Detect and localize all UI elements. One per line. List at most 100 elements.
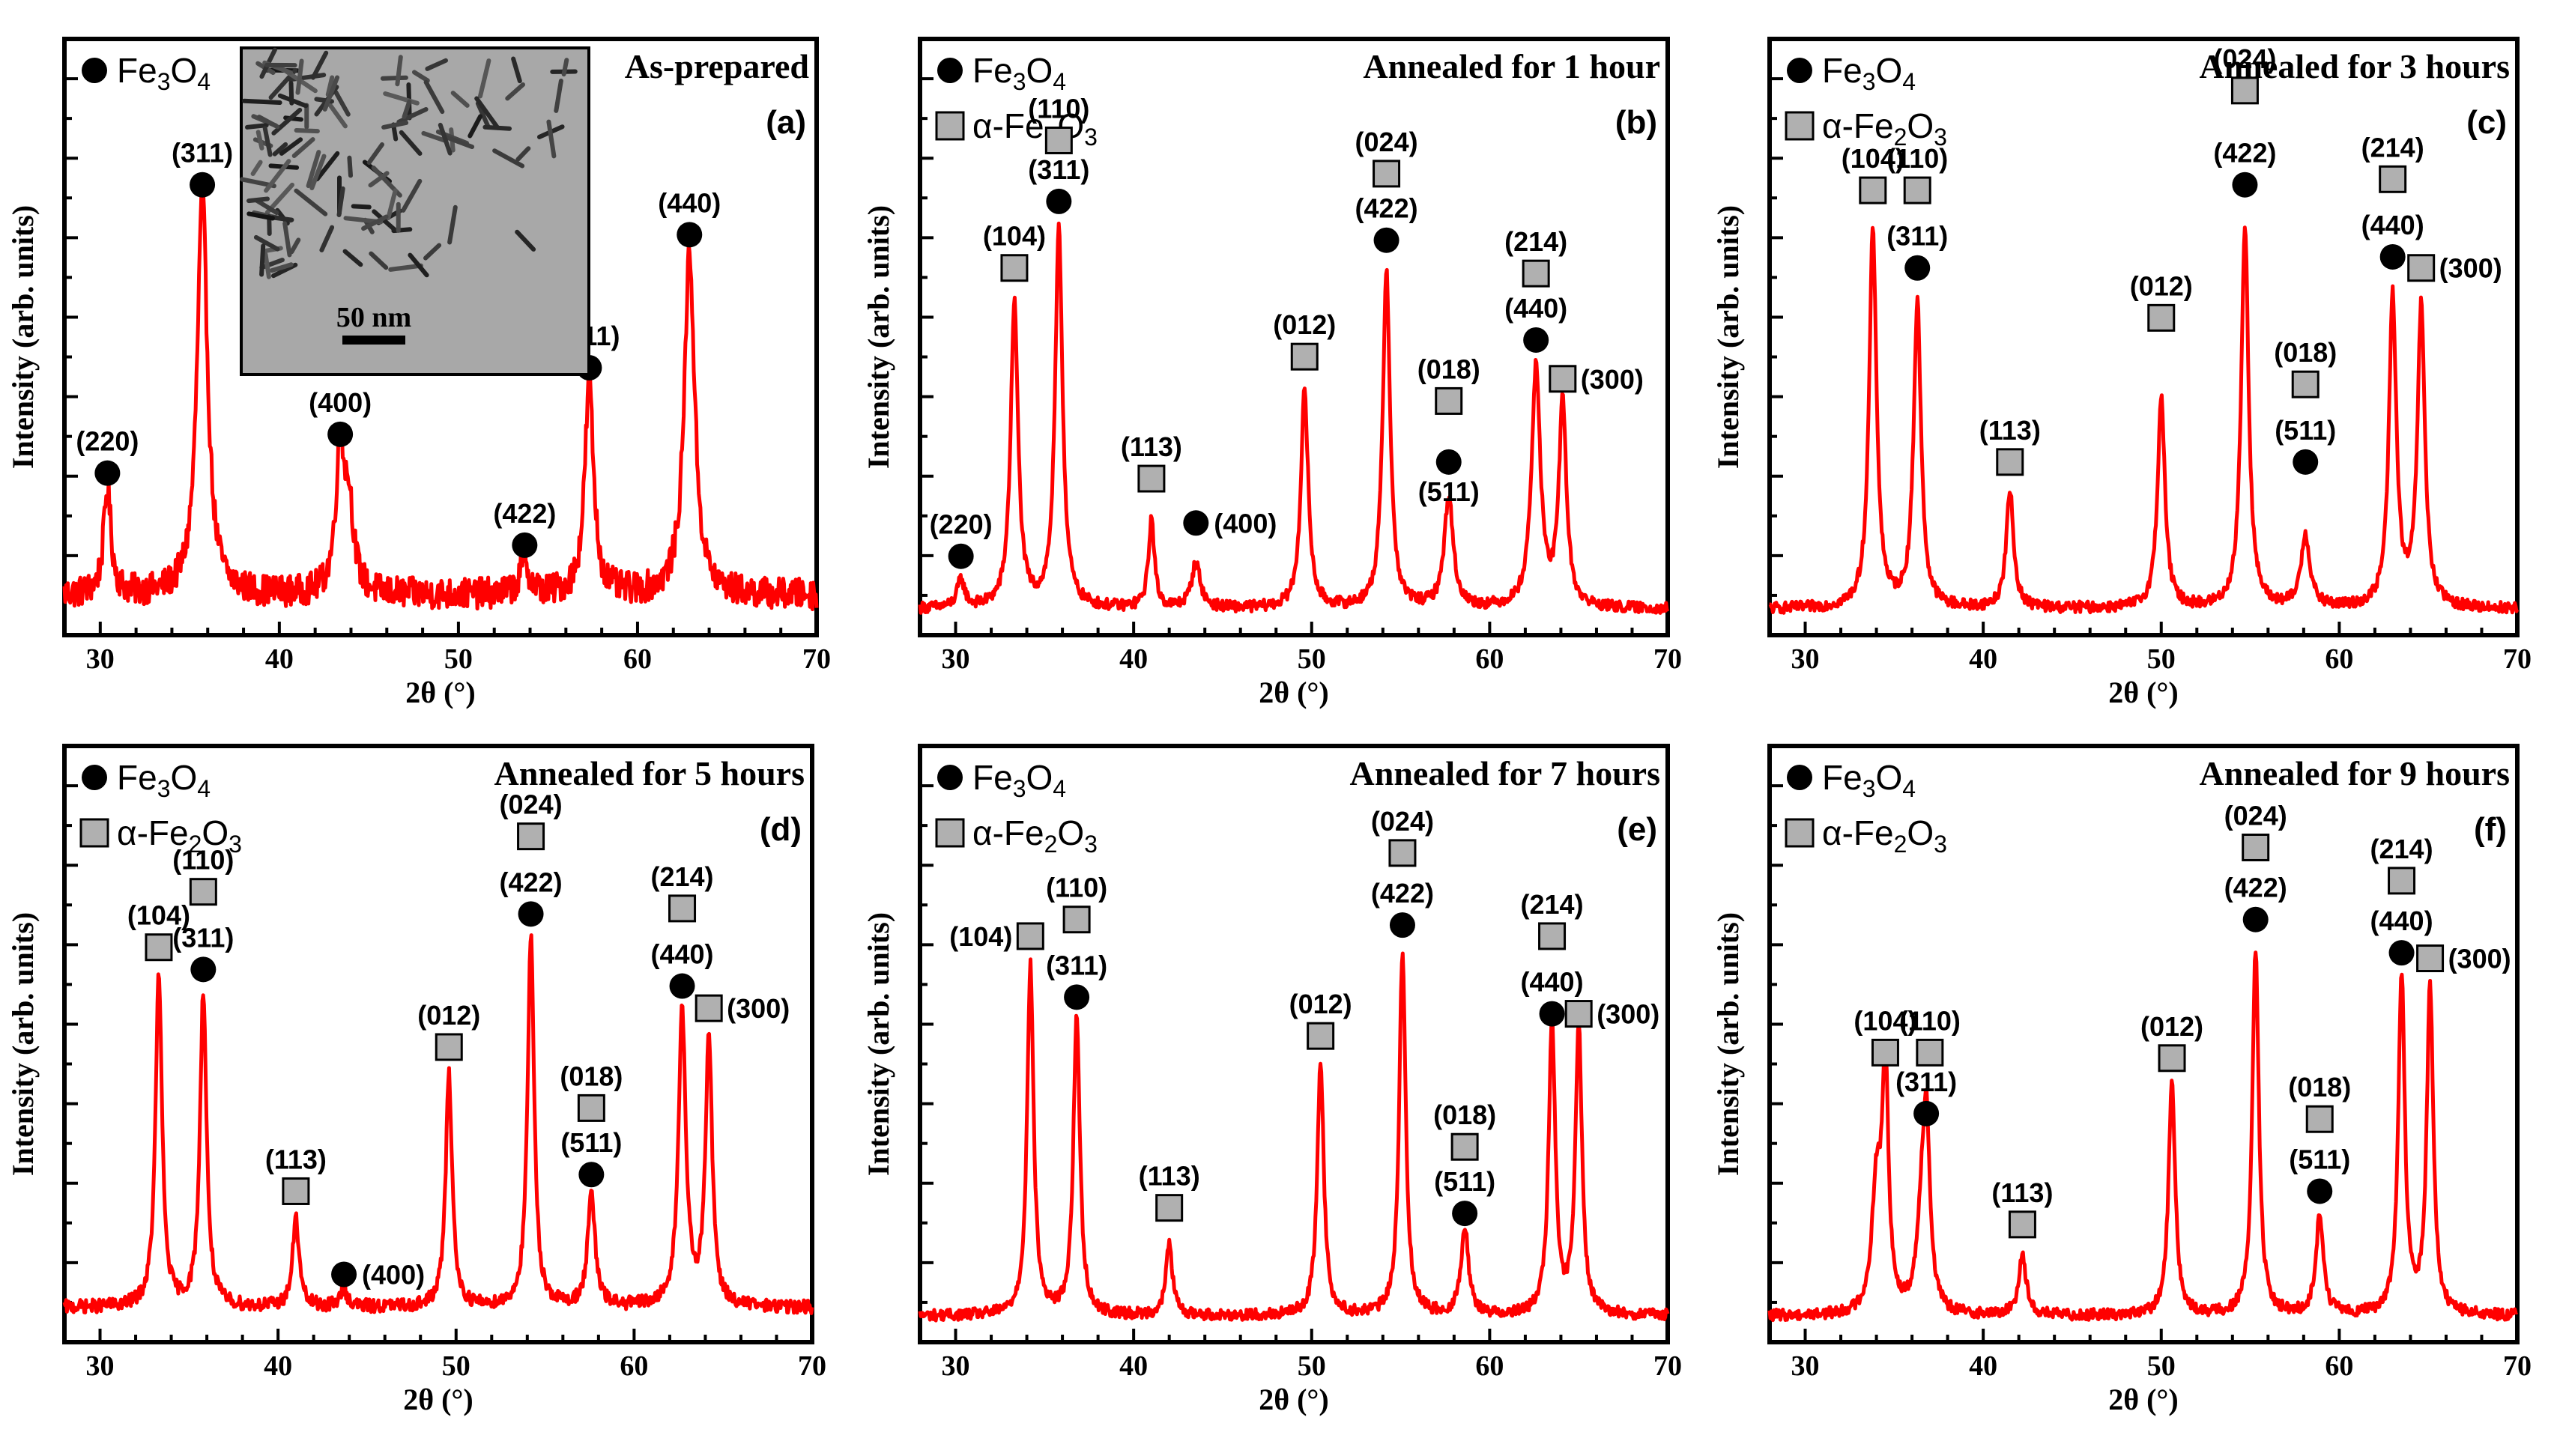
nanorod	[425, 58, 448, 71]
peak-annotation: (300)	[1549, 364, 1644, 395]
peak-hkl-label: (024)	[1371, 806, 1434, 837]
peak-hkl-label: (311)	[172, 138, 233, 169]
legend-label: Fe3O4	[117, 51, 211, 95]
peak-hkl-label: (113)	[1139, 1161, 1200, 1192]
peak-annotation: (214)	[1504, 226, 1567, 288]
legend-subscript: 4	[1053, 775, 1066, 802]
peak-annotation: (511)	[2275, 415, 2336, 475]
fe3o4-peak-marker	[1539, 1001, 1565, 1027]
legend-label-mid: O	[170, 51, 197, 90]
x-tick-label: 40	[1119, 1350, 1148, 1382]
peak-annotation: (311)	[1886, 221, 1948, 281]
peak-hkl-label: (214)	[1521, 889, 1584, 920]
y-axis-title: Intensity (arb. units)	[862, 205, 895, 469]
legend-subscript: 3	[1934, 831, 1947, 858]
nanorod	[423, 243, 442, 261]
legend-label-mid: O	[1907, 813, 1934, 852]
fe2o3-peak-marker	[668, 894, 697, 923]
legend-subscript: 3	[1934, 124, 1947, 151]
peak-annotation: (024)	[500, 789, 563, 851]
peak-annotation: (440)	[658, 187, 721, 248]
peak-annotation: (214)	[651, 861, 714, 923]
peak-annotation: (422)	[500, 867, 563, 927]
peak-hkl-label: (024)	[1355, 127, 1418, 157]
fe2o3-peak-marker	[1564, 1000, 1593, 1028]
fe2o3-peak-marker	[1538, 922, 1567, 950]
peak-hkl-label: (300)	[1581, 364, 1644, 395]
nanorod	[342, 249, 363, 267]
legend-label-main: α-Fe	[1822, 813, 1894, 852]
nanorod	[423, 79, 445, 115]
nanorod	[347, 155, 353, 178]
peak-annotation: (311)	[172, 922, 234, 983]
fe2o3-peak-marker	[1062, 906, 1091, 934]
x-tick-label: 40	[1969, 1350, 1997, 1382]
peak-annotation: (024)	[2213, 43, 2276, 105]
fe2o3-peak-marker	[1044, 126, 1073, 154]
nanorod	[289, 237, 301, 255]
nanorod	[277, 93, 309, 109]
legend-label-mid: O	[170, 758, 197, 797]
fe2o3-peak-marker	[1871, 1038, 1899, 1067]
fe2o3-peak-marker	[2242, 833, 2270, 861]
peak-annotation: (440)	[2361, 210, 2424, 270]
peak-hkl-label: (511)	[2275, 415, 2336, 446]
legend-subscript: 2	[1894, 124, 1907, 151]
fe2o3-peak-marker	[1450, 1132, 1479, 1161]
nanorod	[474, 96, 500, 130]
peak-annotation: (110)	[1046, 873, 1107, 934]
legend-subscript: 4	[1902, 68, 1916, 95]
peak-annotation: (104)	[127, 900, 190, 962]
fe3o4-peak-marker	[2242, 906, 2269, 932]
peak-hkl-label: (511)	[2289, 1144, 2350, 1174]
fe2o3-peak-marker	[1000, 254, 1029, 282]
nanorod	[546, 119, 557, 159]
peak-annotation: (024)	[1355, 127, 1418, 188]
peak-annotation: (110)	[1886, 143, 1948, 204]
x-axis-title: 2θ (°)	[403, 1383, 473, 1416]
peak-hkl-label: (104)	[127, 900, 190, 931]
fe3o4-peak-marker	[1523, 327, 1549, 353]
fe3o4-peak-marker	[1435, 449, 1462, 475]
legend-subscript: 2	[1894, 831, 1907, 858]
plot-frame	[1767, 37, 2520, 637]
y-axis-title: Intensity (arb. units)	[862, 912, 895, 1176]
scale-bar-label: 50 nm	[336, 302, 411, 333]
fe3o4-peak-marker	[669, 973, 695, 999]
x-tick-label: 40	[265, 643, 294, 675]
nanorod	[383, 91, 420, 106]
legend-entry-fe3o4: Fe3O4	[937, 51, 1066, 95]
nanorod	[263, 252, 271, 279]
nanorod	[450, 91, 470, 108]
panel-b: 30 40 50 60 70 2θ (°) Intensity (arb. units) An…	[862, 37, 1682, 709]
fe2o3-peak-marker	[2291, 370, 2320, 398]
fe3o4-peak-marker	[1904, 255, 1931, 281]
peak-hkl-label: (422)	[2213, 138, 2276, 169]
peak-annotation: (104)	[1842, 143, 1904, 204]
peak-hkl-label: (511)	[1434, 1166, 1495, 1197]
peak-annotation: (214)	[1521, 889, 1584, 950]
nanorod	[282, 221, 292, 258]
peak-annotation: (440)	[1521, 967, 1584, 1027]
legend-circle-marker	[937, 765, 963, 790]
xrd-trace	[918, 221, 1670, 615]
nanorod	[322, 75, 340, 112]
peak-hkl-label: (214)	[2361, 132, 2424, 163]
peak-hkl-label: (214)	[2370, 834, 2433, 864]
nanorod	[511, 56, 522, 84]
fe2o3-peak-marker	[2416, 944, 2445, 973]
legend-label-main: Fe	[972, 758, 1013, 797]
peak-hkl-label: (012)	[2130, 270, 2193, 301]
legend-square-marker	[1785, 111, 1815, 141]
peak-annotation: (012)	[1273, 309, 1336, 371]
scale-bar	[342, 336, 405, 345]
nanorod	[402, 99, 412, 119]
legend-label-main: Fe	[1822, 758, 1862, 797]
nanorod	[255, 130, 264, 151]
xrd-trace	[918, 951, 1670, 1323]
peak-annotation: (018)	[1433, 1099, 1496, 1161]
xrd-trace	[62, 183, 819, 611]
peak-hkl-label: (300)	[727, 993, 790, 1024]
x-tick-label: 30	[942, 1350, 970, 1382]
nanorod	[492, 148, 525, 169]
